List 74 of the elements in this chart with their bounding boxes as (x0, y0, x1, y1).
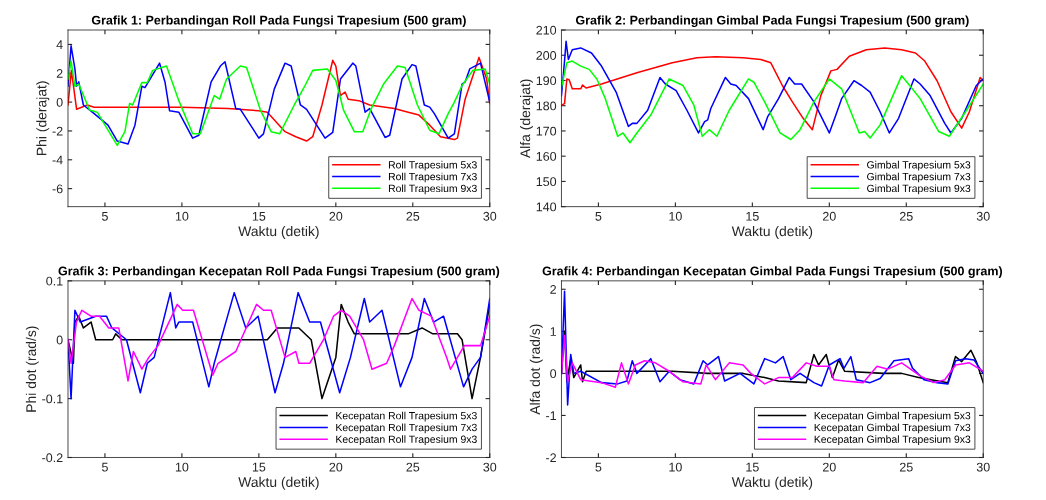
chart-title: Grafik 3: Perbandingan Kecepatan Roll Pada Fungsi Trapesium (500 gram) (58, 266, 500, 278)
legend-label: Gimbal Trapesium 9x3 (867, 184, 971, 195)
line-series (67, 297, 490, 382)
y-tick-label: 170 (536, 126, 557, 136)
legend-label: Kecepatan Roll Trapesium 7x3 (336, 423, 477, 434)
y-tick-label: -2 (546, 453, 556, 463)
x-axis-title: Waktu (detik) (238, 476, 319, 490)
x-tick-label: 30 (976, 211, 990, 221)
y-tick-label: 2 (550, 285, 556, 294)
x-tick-label: 15 (746, 462, 759, 472)
legend-label: Roll Trapesium 5x3 (388, 160, 477, 171)
y-tick-label: 0 (56, 335, 63, 345)
legend-label: Roll Trapesium 9x3 (388, 184, 477, 195)
x-tick-label: 25 (899, 211, 913, 221)
y-axis-title: Alfa (derajat) (520, 79, 533, 159)
x-tick-label: 25 (406, 211, 420, 221)
y-tick-label: 1 (550, 327, 556, 336)
y-tick-label: 0 (550, 369, 557, 379)
x-tick-label: 15 (252, 211, 266, 221)
x-tick-label: 5 (101, 462, 108, 472)
x-tick-label: 5 (595, 462, 602, 472)
x-axis-title: Waktu (detik) (238, 225, 319, 239)
y-tick-label: -1 (546, 411, 556, 420)
x-tick-label: 20 (822, 462, 836, 472)
y-tick-label: 0 (56, 97, 63, 107)
y-tick-label: -2 (52, 126, 63, 136)
x-axis-title: Waktu (detik) (731, 225, 813, 239)
chart-title: Grafik 1: Perbandingan Roll Pada Fungsi Trapesium (500 gram) (91, 15, 466, 28)
x-tick-label: 25 (406, 462, 420, 472)
x-tick-label: 10 (669, 211, 682, 221)
x-axis-title: Waktu (detik) (731, 476, 813, 490)
x-tick-label: 10 (669, 462, 682, 472)
legend-label: Kecepatan Gimbal Trapesium 9x3 (814, 435, 971, 445)
x-tick-label: 10 (175, 462, 189, 472)
y-tick-label: 2 (56, 69, 63, 78)
x-tick-label: 30 (483, 462, 497, 472)
legend-label: Roll Trapesium 7x3 (388, 172, 477, 183)
x-tick-label: 5 (101, 211, 108, 221)
legend-label: Gimbal Trapesium 7x3 (867, 172, 971, 183)
y-tick-label: -0.2 (42, 453, 63, 463)
legend-label: Kecepatan Roll Trapesium 5x3 (336, 411, 477, 422)
x-tick-label: 20 (329, 211, 343, 221)
x-tick-label: 5 (595, 211, 602, 221)
y-tick-label: 190 (536, 76, 557, 86)
x-tick-label: 15 (252, 462, 266, 472)
x-tick-label: 30 (483, 211, 497, 221)
legend-label: Gimbal Trapesium 5x3 (867, 160, 971, 171)
y-tick-label: 180 (536, 101, 557, 111)
y-tick-label: 140 (536, 202, 557, 212)
line-series (561, 60, 984, 144)
chart-title: Grafik 4: Perbandingan Kecepatan Gimbal Pada Fungsi Trapesium (500 gram) (542, 266, 1003, 278)
y-tick-label: 200 (536, 51, 557, 60)
y-tick-label: 4 (56, 40, 63, 49)
y-tick-label: 0.1 (46, 276, 63, 286)
x-tick-label: 30 (976, 462, 990, 472)
chart-title: Grafik 2: Perbandingan Gimbal Pada Fungsi Trapesium (500 gram) (575, 15, 969, 28)
y-axis-title: Phi (derajat) (36, 81, 50, 156)
y-tick-label: 210 (536, 25, 557, 35)
y-tick-label: 150 (536, 177, 557, 187)
y-tick-label: -4 (52, 155, 63, 165)
y-tick-label: -0.1 (42, 394, 63, 404)
x-tick-label: 25 (899, 462, 913, 472)
y-axis-title: Phi dot (rad/s) (25, 326, 39, 412)
y-tick-label: -6 (52, 184, 63, 194)
x-tick-label: 20 (822, 211, 836, 221)
legend-label: Kecepatan Gimbal Trapesium 7x3 (814, 423, 971, 434)
y-tick-label: 160 (536, 151, 557, 161)
legend-label: Kecepatan Roll Trapesium 9x3 (336, 435, 477, 445)
x-tick-label: 20 (329, 462, 343, 472)
legend-label: Kecepatan Gimbal Trapesium 5x3 (814, 411, 971, 422)
x-tick-label: 15 (746, 211, 759, 221)
line-series (561, 290, 984, 406)
y-axis-title: Alfa dot (rad/s) (529, 324, 543, 415)
x-tick-label: 10 (175, 211, 189, 221)
